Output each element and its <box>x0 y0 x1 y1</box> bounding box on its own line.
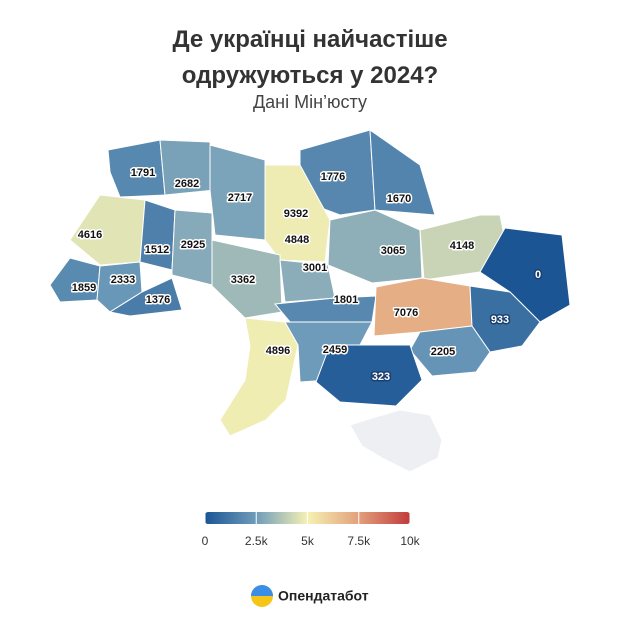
region-label: 1776 <box>321 171 345 183</box>
brand-icon-top <box>251 585 273 596</box>
region <box>108 277 183 317</box>
region-label: 1670 <box>387 193 411 205</box>
region-label: 3001 <box>303 262 327 274</box>
region-label: 933 <box>491 314 509 326</box>
region <box>139 199 176 271</box>
colorbar-tick-label: 10k <box>400 534 420 548</box>
region-label: 2205 <box>431 346 455 358</box>
region-label: 3362 <box>231 274 255 286</box>
brand: Опендатабот <box>278 588 369 604</box>
region <box>327 209 423 284</box>
region <box>315 344 423 407</box>
region-label: 4896 <box>266 345 290 357</box>
crimea <box>349 409 443 473</box>
region-label: 4148 <box>450 240 474 252</box>
region-label: 3065 <box>381 245 405 257</box>
colorbar-tick-label: 0 <box>202 534 209 548</box>
region <box>274 295 377 323</box>
regions <box>49 128 571 437</box>
colorbar-tick-label: 2.5k <box>245 534 269 548</box>
region-label: 1791 <box>131 167 155 179</box>
region-label: 2925 <box>181 239 205 251</box>
colorbar-tick-label: 7.5k <box>347 534 371 548</box>
region <box>107 139 166 198</box>
region-label: 1512 <box>145 244 169 256</box>
region-label: 2333 <box>111 274 135 286</box>
region-labels: 1791 2682 2717 1776 1670 4616 1512 2925 9392 4848… <box>70 165 542 384</box>
region-label: 323 <box>372 371 390 383</box>
map-subtitle: Дані Мін’юсту <box>252 92 368 112</box>
region-label: 1376 <box>146 294 170 306</box>
colorbar-tick-label: 5k <box>301 534 315 548</box>
region-label: 1801 <box>334 294 358 306</box>
map-title: Де українці найчастіше одружуються у 202… <box>172 26 448 89</box>
region <box>209 144 266 241</box>
region-label: 9392 <box>284 208 308 220</box>
region <box>264 164 331 263</box>
region-label: 2459 <box>323 344 347 356</box>
region <box>49 257 101 303</box>
region-label: 0 <box>535 269 541 281</box>
region <box>171 209 213 286</box>
region-label: 4848 <box>285 234 309 246</box>
region <box>219 317 299 437</box>
region-label: 7076 <box>394 307 418 319</box>
region <box>211 239 283 319</box>
region-label: 2717 <box>228 192 252 204</box>
region <box>369 128 436 216</box>
region-label: 1859 <box>72 282 96 294</box>
region-label: 2682 <box>175 178 199 190</box>
region-label: 4616 <box>78 229 102 241</box>
